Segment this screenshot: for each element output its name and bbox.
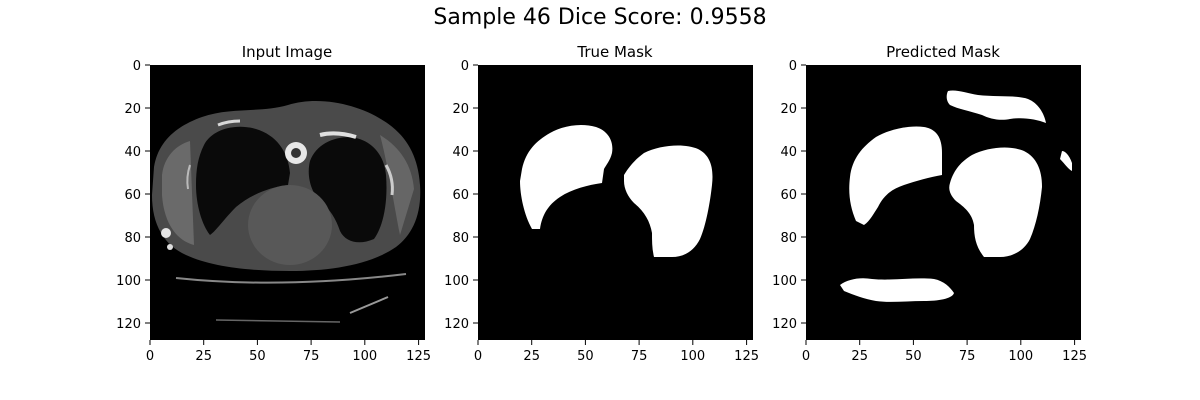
y-tick-label: 0 [133,59,141,74]
y-axis: 0 20 40 60 80 100 120 [772,59,806,332]
x-tick-label: 125 [406,349,431,364]
y-tick-label: 0 [461,59,469,74]
x-tick-label: 75 [303,349,320,364]
y-tick-label: 40 [780,145,797,160]
x-tick-label: 0 [474,349,482,364]
y-tick-label: 40 [452,145,469,160]
x-tick-label: 125 [734,349,759,364]
y-tick-label: 100 [772,274,797,289]
x-axis: 0 25 50 75 100 125 [474,340,759,364]
y-tick-label: 80 [452,231,469,246]
ct-slice-image [152,100,421,323]
panel-true-mask: True Mask 0 25 50 75 100 125 0 20 40 60 … [444,43,759,364]
x-tick-label: 50 [249,349,266,364]
y-tick-label: 60 [780,188,797,203]
y-tick-label: 40 [124,145,141,160]
small-false-positive-mask [1060,151,1072,171]
panel-predicted-mask: Predicted Mask 0 25 50 75 100 125 0 20 [772,43,1087,364]
x-tick-label: 100 [1008,349,1033,364]
y-tick-label: 80 [124,231,141,246]
panel-title: Input Image [242,43,333,61]
figure-title: Sample 46 Dice Score: 0.9558 [433,5,767,30]
x-axis: 0 25 50 75 100 125 [802,340,1087,364]
x-tick-label: 25 [195,349,212,364]
mask-regions [520,125,713,257]
y-tick-label: 60 [452,188,469,203]
y-tick-label: 20 [780,102,797,117]
x-tick-label: 100 [680,349,705,364]
x-tick-label: 25 [851,349,868,364]
left-lung-region [308,137,387,243]
x-tick-label: 25 [523,349,540,364]
y-tick-label: 120 [116,317,141,332]
left-lung-mask [624,145,713,257]
x-tick-label: 75 [959,349,976,364]
y-axis: 0 20 40 60 80 100 120 [116,59,150,332]
y-tick-label: 80 [780,231,797,246]
y-tick-label: 20 [124,102,141,117]
panel-title: True Mask [576,43,653,61]
y-tick-label: 120 [444,317,469,332]
x-tick-label: 50 [577,349,594,364]
panel-input-image: Input Image [116,43,431,364]
right-lung-region [196,126,290,235]
x-tick-label: 100 [352,349,377,364]
panel-title: Predicted Mask [886,43,1000,61]
y-tick-label: 20 [452,102,469,117]
x-tick-label: 125 [1062,349,1087,364]
y-tick-label: 100 [116,274,141,289]
mask-regions [840,90,1072,302]
right-lung-mask [520,125,613,229]
y-axis: 0 20 40 60 80 100 120 [444,59,478,332]
mask-background [478,65,753,340]
right-lung-mask [849,126,942,225]
x-tick-label: 0 [802,349,810,364]
y-tick-label: 60 [124,188,141,203]
x-tick-label: 50 [905,349,922,364]
left-lung-mask [949,147,1042,257]
x-tick-label: 75 [631,349,648,364]
upper-false-positive-mask [946,90,1046,123]
heart-region [248,185,332,265]
y-tick-label: 100 [444,274,469,289]
y-tick-label: 0 [789,59,797,74]
y-tick-label: 120 [772,317,797,332]
x-axis: 0 25 50 75 100 125 [146,340,431,364]
lower-false-positive-mask [840,278,954,302]
x-tick-label: 0 [146,349,154,364]
